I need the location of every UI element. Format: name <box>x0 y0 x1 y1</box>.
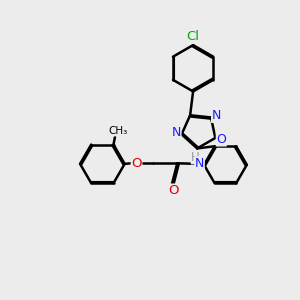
Text: N: N <box>212 110 221 122</box>
Text: O: O <box>131 157 142 170</box>
Text: Cl: Cl <box>187 30 200 43</box>
Text: O: O <box>216 133 226 146</box>
Text: N: N <box>195 157 204 170</box>
Text: CH₃: CH₃ <box>108 126 128 136</box>
Text: H: H <box>191 151 200 164</box>
Text: N: N <box>172 126 181 140</box>
Text: O: O <box>168 184 178 197</box>
